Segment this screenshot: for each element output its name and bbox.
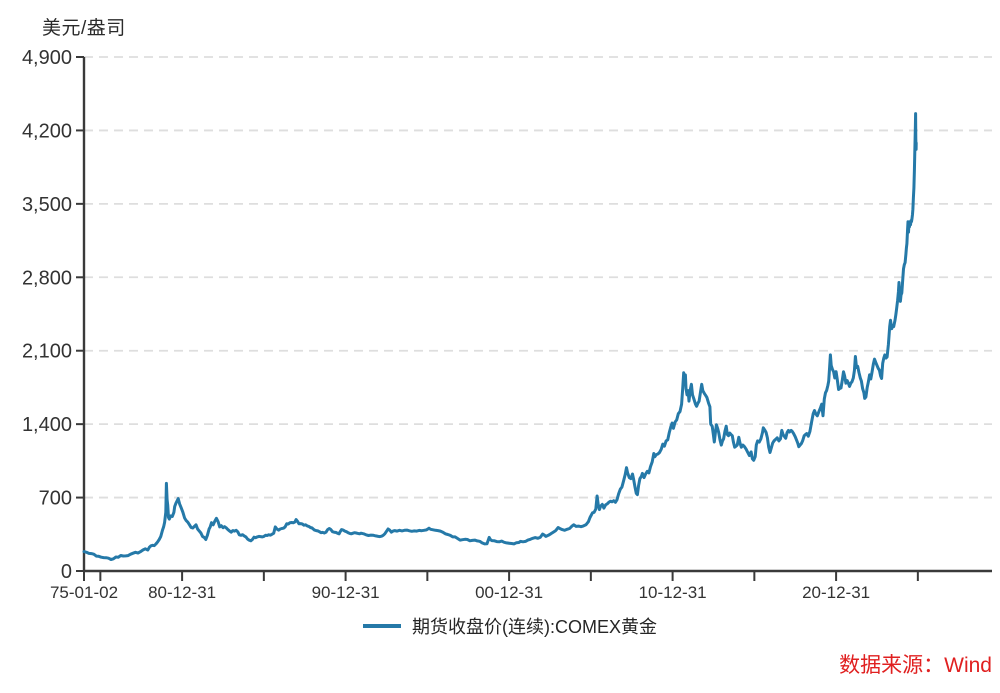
- y-tick-label: 0: [61, 561, 72, 583]
- price-line: [82, 112, 918, 561]
- y-tick-label: 1,400: [22, 414, 72, 436]
- x-tick-label: 90-12-31: [312, 583, 380, 602]
- x-tick-label: 20-12-31: [802, 583, 870, 602]
- y-tick-label: 2,100: [22, 341, 72, 363]
- y-tick-label: 4,900: [22, 47, 72, 69]
- legend: 期货收盘价(连续):COMEX黄金: [363, 613, 657, 639]
- x-tick-label: 00-12-31: [475, 583, 543, 602]
- y-tick-label: 3,500: [22, 194, 72, 216]
- y-axis-title: 美元/盎司: [42, 18, 126, 39]
- y-tick-label: 700: [39, 488, 72, 510]
- x-tick-label: 75-01-02: [50, 583, 118, 602]
- x-tick-label: 10-12-31: [639, 583, 707, 602]
- data-source-label: 数据来源：Wind: [839, 654, 992, 677]
- x-tick-label: 80-12-31: [148, 583, 216, 602]
- legend-label: 期货收盘价(连续):COMEX黄金: [412, 617, 657, 637]
- legend-line-swatch: [363, 624, 401, 628]
- y-tick-label: 4,200: [22, 120, 72, 142]
- y-tick-label: 2,800: [22, 267, 72, 289]
